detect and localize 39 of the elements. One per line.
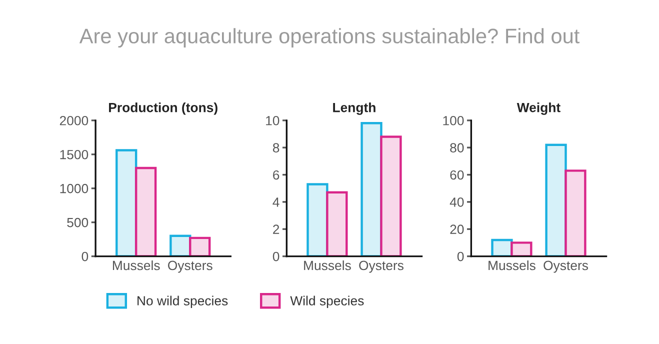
bar <box>564 170 586 256</box>
y-tick-label: 1000 <box>60 184 88 194</box>
y-tick-label: 1500 <box>60 150 88 160</box>
y-tick-label: 8 <box>272 143 280 152</box>
y-tick-label: 4 <box>272 198 280 207</box>
legend-label: Wild species <box>290 296 364 308</box>
y-tick-label: 500 <box>67 218 88 228</box>
bar <box>380 136 402 256</box>
x-tick-label: Mussels <box>488 260 536 270</box>
chart-title: Weight <box>516 102 560 115</box>
bar <box>545 144 567 256</box>
bar <box>360 122 382 256</box>
y-tick-label: 100 <box>443 116 464 126</box>
y-tick-label: 10 <box>266 116 280 126</box>
text: Are your aquaculture operations sustainable? Find out <box>79 28 580 48</box>
bar <box>189 236 211 256</box>
y-tick-label: 80 <box>450 143 464 152</box>
y-tick-label: 40 <box>450 197 464 207</box>
y-tick-label: 0 <box>82 252 88 262</box>
bar <box>306 183 328 256</box>
bar <box>510 242 532 256</box>
x-tick-label: Mussels <box>112 260 160 270</box>
y-tick-label: 20 <box>450 224 464 234</box>
bar <box>134 166 157 256</box>
y-tick-label: 6 <box>273 170 280 180</box>
y-tick-label: 60 <box>450 170 464 180</box>
chart-title: Length <box>333 102 376 115</box>
x-tick-label: Oysters <box>168 260 212 273</box>
y-tick-label: 0 <box>272 252 280 262</box>
chart-title: Production (tons) <box>109 102 218 115</box>
x-tick-label: Oysters <box>544 260 588 273</box>
bar <box>326 191 348 256</box>
bar <box>116 149 138 256</box>
x-tick-label: Oysters <box>359 260 404 273</box>
legend-label: No wild species <box>138 296 228 308</box>
y-tick-label: 0 <box>457 252 464 262</box>
y-tick-label: 2 <box>273 224 280 234</box>
x-tick-label: Mussels <box>304 260 351 270</box>
y-tick-label: 2000 <box>60 116 88 126</box>
